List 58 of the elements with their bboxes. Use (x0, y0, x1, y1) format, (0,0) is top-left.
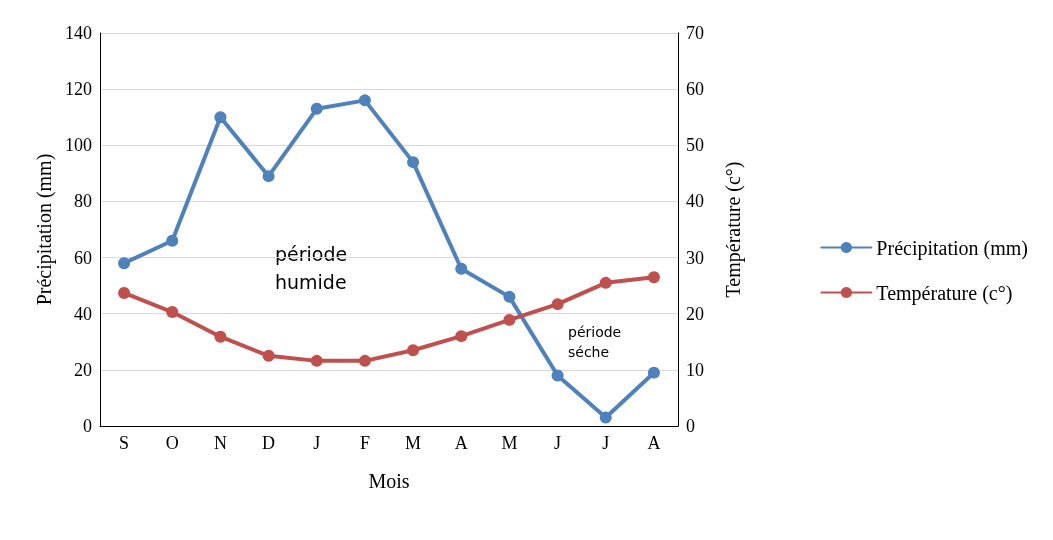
point (118, 286, 131, 299)
y2-tick-label: 20 (686, 303, 704, 324)
point (407, 156, 420, 169)
point (310, 354, 323, 367)
point (551, 369, 564, 382)
point (166, 306, 179, 319)
point (503, 313, 516, 326)
y-tick-label: 80 (74, 191, 92, 212)
y-axis-title: Précipitation (mm) (33, 153, 57, 306)
y-tick-label: 120 (65, 79, 92, 100)
y-tick-label: 140 (65, 23, 92, 43)
x-tick-label: J (554, 433, 562, 453)
y2-tick-label: 60 (686, 79, 704, 100)
y-tick-label: 40 (74, 303, 92, 324)
x-tick-label: D (262, 433, 276, 453)
y2-tick-label: 50 (686, 135, 704, 156)
x-tick-label: M (405, 433, 422, 453)
point (599, 276, 612, 289)
point (214, 111, 227, 124)
point (166, 234, 179, 247)
y-tick-label: 60 (74, 247, 92, 268)
point (310, 102, 323, 115)
point (262, 349, 275, 362)
point (503, 290, 516, 303)
point (262, 170, 275, 183)
x-tick-label: A (647, 433, 661, 453)
point (647, 366, 660, 379)
point (118, 257, 131, 270)
y2-tick-label: 70 (686, 23, 704, 43)
y-tick-label: 0 (83, 416, 92, 436)
y2-tick-label: 10 (686, 359, 704, 380)
point (455, 330, 468, 343)
x-tick-label: J (602, 433, 610, 453)
y2-tick-label: 30 (686, 247, 704, 268)
x-tick-label: F (359, 433, 370, 453)
point (358, 354, 371, 367)
point (455, 262, 468, 275)
y2-tick-label: 0 (686, 416, 695, 436)
point (358, 94, 371, 107)
y2-axis-title: Température (c°) (722, 161, 745, 298)
y-tick-label: 100 (65, 135, 92, 156)
x-axis-title: Mois (368, 470, 410, 492)
x-tick-label: O (165, 433, 179, 453)
point (599, 411, 612, 424)
y2-tick-label: 40 (686, 191, 704, 212)
legend-label: Température (c°) (876, 281, 1013, 305)
x-tick-label: J (313, 433, 321, 453)
x-tick-label: S (119, 433, 130, 453)
point (551, 298, 564, 311)
point (214, 330, 227, 343)
legend-label: Précipitation (mm) (876, 236, 1029, 260)
y-tick-label: 20 (74, 359, 92, 380)
point (647, 271, 660, 284)
annotation: période séche (568, 324, 622, 360)
x-tick-label: N (213, 433, 227, 453)
x-tick-label: A (454, 433, 468, 453)
x-tick-label: M (501, 433, 518, 453)
point (407, 344, 420, 357)
